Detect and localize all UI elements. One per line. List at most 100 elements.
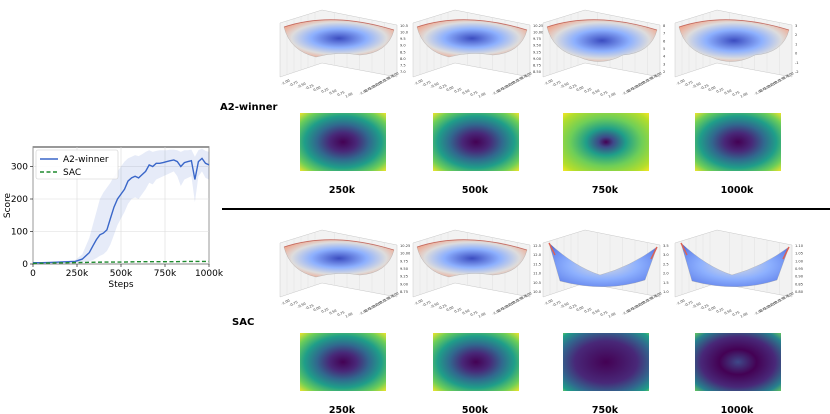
- y-surface-tick-label: 0.75: [520, 74, 529, 81]
- x-surface-tick-label: 0.25: [454, 87, 463, 94]
- checkpoint-label: 1000k: [721, 185, 754, 196]
- x-surface-tick-label: 1.00: [345, 312, 354, 319]
- x-surface-tick-label: 0.50: [462, 89, 471, 96]
- y-surface-tick-label: 0.25: [774, 298, 783, 305]
- tick-layer: 0 250k 500k 750k 1000k 0 100 200 300: [11, 163, 224, 280]
- y-surface-tick-label: 0.50: [516, 76, 525, 83]
- z-tick-label: 1: [795, 42, 797, 46]
- row-label-a2-winner: A2-winner: [220, 102, 278, 113]
- y-surface-tick-label: 0.75: [782, 294, 791, 301]
- z-tick-label: 3: [663, 62, 665, 66]
- y-surface-tick-label: 1.00: [524, 71, 533, 78]
- y-surface-tick-label: 0.00: [375, 300, 384, 307]
- z-tick-label: 7: [663, 32, 665, 36]
- series-line-sac: [32, 260, 209, 265]
- z-tick-label: 0.80: [795, 290, 804, 294]
- x-surface-tick-label: 0.50: [592, 309, 601, 316]
- checkpoint-label: 750k: [592, 185, 619, 196]
- x-surface-tick-label: -1.00: [281, 299, 291, 306]
- series-layer: [32, 157, 210, 265]
- z-tick-label: 5: [663, 47, 665, 51]
- z-tick-label: 12.5: [533, 244, 541, 248]
- checkpoint-label: 500k: [462, 405, 489, 414]
- x-tick-label: 750k: [154, 269, 177, 279]
- x-surface-tick-label: 0.00: [708, 305, 717, 312]
- y-surface-tick-label: 0.25: [512, 78, 521, 85]
- z-tick-label: 9.00: [533, 57, 542, 61]
- x-surface-tick-label: 0.00: [446, 85, 455, 92]
- x-tick-label: 1000k: [195, 269, 224, 279]
- landscape-panels: 10.510.09.59.08.58.07.57.0-1.00-0.75-0.5…: [279, 9, 804, 414]
- y-surface-tick-label: -0.75: [496, 306, 506, 313]
- y-surface-tick-label: -0.25: [634, 82, 644, 89]
- y-surface-tick-label: 0.75: [650, 294, 659, 301]
- z-tick-label: 1.05: [795, 252, 803, 256]
- panel-a2-winner-250k: 10.510.09.59.08.58.07.57.0-1.00-0.75-0.5…: [279, 9, 409, 196]
- y-surface-tick-label: -0.50: [762, 84, 772, 91]
- x-surface-tick-label: -0.75: [289, 80, 299, 87]
- y-surface-tick-label: -0.25: [766, 302, 776, 309]
- y-surface-tick-label: -0.75: [363, 306, 373, 313]
- y-surface-tick-label: 0.25: [642, 298, 651, 305]
- z-tick-label: 9.75: [400, 259, 408, 263]
- surface-peak: [680, 242, 688, 256]
- checkpoint-label: 250k: [329, 185, 356, 196]
- y-surface-tick-label: -0.25: [371, 302, 381, 309]
- x-surface-tick-label: -1.00: [544, 79, 554, 86]
- z-tick-label: 10.0: [533, 290, 542, 294]
- x-surface-tick-label: 0.50: [724, 309, 733, 316]
- z-tick-label: 10.25: [533, 24, 543, 28]
- loss-surface-rim: [283, 19, 395, 31]
- z-tick-label: 8: [663, 24, 666, 28]
- x-tick-label: 500k: [110, 269, 133, 279]
- x-surface-tick-label: 0.25: [454, 307, 463, 314]
- series-line-a2-winner: [33, 157, 210, 264]
- x-surface-tick-label: -0.50: [560, 82, 570, 89]
- x-surface-tick-label: 1.00: [608, 312, 617, 319]
- z-tick-label: 9.25: [400, 275, 408, 279]
- heatmap: [695, 113, 781, 171]
- y-surface-tick-label: -0.75: [626, 306, 636, 313]
- x-surface-tick-label: 0.75: [600, 90, 609, 97]
- y-surface-tick-label: 1.00: [786, 291, 795, 298]
- x-surface-tick-label: -0.25: [438, 83, 448, 90]
- y-surface-tick-label: 0.00: [508, 80, 517, 87]
- loss-surface-rim: [416, 239, 528, 251]
- z-tick-label: 1.00: [795, 259, 804, 263]
- x-surface-tick-label: 0.00: [708, 85, 717, 92]
- x-surface-tick-label: 0.50: [329, 89, 338, 96]
- y-surface-tick-label: 0.00: [508, 300, 517, 307]
- y-surface-tick-label: 0.75: [782, 74, 791, 81]
- x-surface-tick-label: -1.00: [676, 299, 686, 306]
- y-surface-tick-label: -0.50: [630, 304, 640, 311]
- row-label-sac: SAC: [232, 317, 254, 328]
- y-surface-tick-label: 0.00: [638, 300, 647, 307]
- checkpoint-label: 250k: [329, 405, 356, 414]
- y-surface-tick-label: -1.00: [492, 309, 502, 316]
- x-surface-tick-label: -1.00: [676, 79, 686, 86]
- y-surface-tick-label: -0.25: [371, 82, 381, 89]
- x-surface-tick-label: -0.75: [422, 80, 432, 87]
- x-surface-tick-label: 0.75: [337, 90, 346, 97]
- y-surface-tick-label: 0.50: [778, 296, 787, 303]
- y-surface-tick-label: 0.75: [650, 74, 659, 81]
- x-surface-tick-label: 0.00: [576, 305, 585, 312]
- x-surface-tick-label: -0.50: [692, 302, 702, 309]
- checkpoint-label: 1000k: [721, 405, 754, 414]
- z-tick-label: 0.85: [795, 282, 803, 286]
- series-band-a2-winner: [33, 148, 209, 264]
- x-surface-tick-label: -0.75: [684, 300, 694, 307]
- panel-sac-750k: 3.53.02.52.01.51.0-1.00-0.75-0.50-0.250.…: [542, 229, 669, 414]
- loss-surface-rim: [546, 19, 658, 31]
- z-tick-label: 1.5: [663, 281, 669, 285]
- y-surface-tick-label: 1.00: [786, 71, 795, 78]
- z-tick-label: 12.0: [533, 253, 542, 257]
- x-surface-tick-label: 0.00: [576, 85, 585, 92]
- z-tick-label: 9.00: [400, 282, 409, 286]
- x-surface-tick-label: 0.50: [724, 89, 733, 96]
- y-surface-tick-label: 0.50: [646, 296, 655, 303]
- band-layer: [33, 148, 209, 264]
- z-tick-label: 9.75: [533, 37, 541, 41]
- z-tick-label: -2: [795, 70, 799, 74]
- z-tick-label: 2.5: [663, 262, 669, 266]
